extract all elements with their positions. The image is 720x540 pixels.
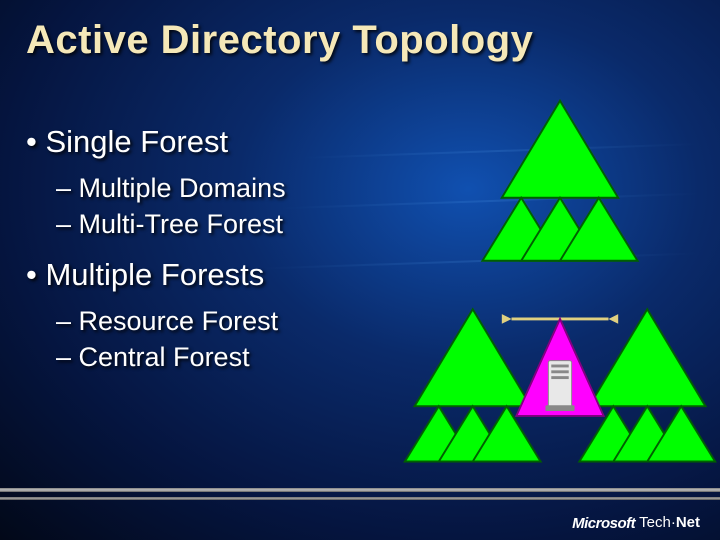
forest-left-parent	[415, 309, 531, 406]
sub-central-forest: – Central Forest	[56, 339, 286, 375]
bullet-list: • Single Forest – Multiple Domains – Mul…	[26, 110, 286, 376]
logo-microsoft: Microsoft	[572, 515, 635, 532]
footer-divider	[0, 488, 720, 492]
logo-tech: Tech·	[639, 514, 676, 531]
server-icon	[545, 361, 574, 411]
bullet-single-forest: • Single Forest	[26, 124, 286, 160]
topology-diagram	[400, 90, 700, 490]
forest-right-parent	[589, 309, 705, 406]
microsoft-technet-logo: Microsoft Tech·Net	[572, 514, 700, 532]
forest-top-parent	[502, 101, 618, 198]
arrowhead	[502, 314, 512, 324]
sub-multi-tree: – Multi-Tree Forest	[56, 206, 286, 242]
sub-multiple-domains: – Multiple Domains	[56, 170, 286, 206]
sub-resource-forest: – Resource Forest	[56, 303, 286, 339]
logo-net: Net	[676, 514, 700, 531]
page-title: Active Directory Topology	[26, 18, 533, 63]
bullet-multiple-forests: • Multiple Forests	[26, 257, 286, 293]
footer-divider-2	[0, 497, 720, 500]
arrowhead	[608, 314, 618, 324]
